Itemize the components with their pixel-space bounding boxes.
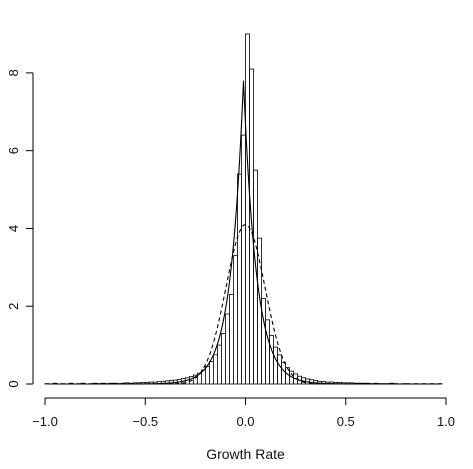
histogram-bar [281,362,286,385]
x-ticks: −1.0 −0.5 0.0 0.5 1.0 [32,398,455,429]
y-tick-label: 2 [6,303,21,310]
y-ticks: 0 2 4 6 8 [6,69,33,388]
histogram-bar [209,361,214,385]
x-tick-label: 0.5 [337,414,355,429]
y-tick-label: 4 [6,225,21,232]
normal-density-curve [49,223,442,385]
histogram-bar [241,134,246,385]
axes: −1.0 −0.5 0.0 0.5 1.0 0 2 4 6 8 Growth Rate [6,69,455,462]
histogram-bar [221,333,226,385]
density-curves [49,80,442,385]
x-tick-label: 0.0 [236,414,254,429]
histogram-bar [273,346,278,385]
histogram-bar [277,354,282,385]
histogram-bar [229,294,234,385]
y-tick-label: 0 [6,380,21,387]
histogram-bar [233,255,238,385]
histogram-bar [225,313,230,385]
y-tick-label: 6 [6,147,21,154]
y-tick-label: 8 [6,69,21,76]
x-tick-label: 1.0 [437,414,455,429]
histogram-bar [245,33,250,385]
histogram-bar [213,354,218,385]
histogram-bar [204,366,210,385]
x-tick-label: −0.5 [132,414,158,429]
histogram-bar [265,319,270,385]
x-axis-title: Growth Rate [206,446,285,462]
histogram-bar [237,173,242,385]
histogram-bar [217,344,222,385]
histogram-bar [269,334,274,385]
x-tick-label: −1.0 [32,414,58,429]
